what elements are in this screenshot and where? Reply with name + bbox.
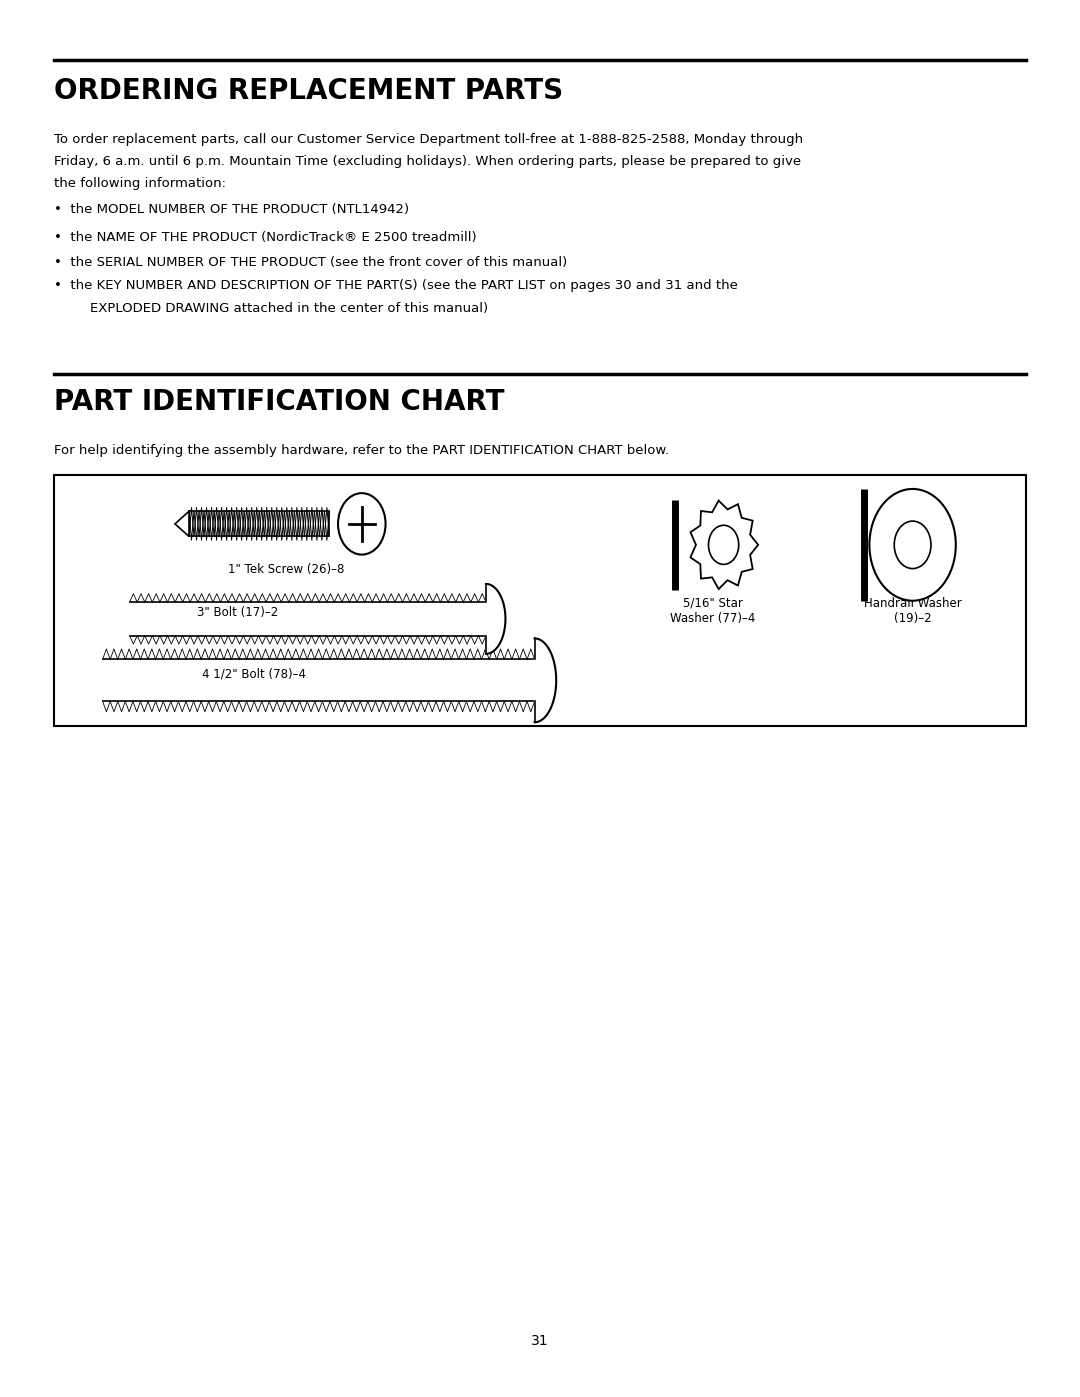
Text: •  the MODEL NUMBER OF THE PRODUCT (NTL14942): • the MODEL NUMBER OF THE PRODUCT (NTL14… [54,203,409,215]
Text: •  the KEY NUMBER AND DESCRIPTION OF THE PART(S) (see the PART LIST on pages 30 : • the KEY NUMBER AND DESCRIPTION OF THE … [54,279,738,292]
Text: 31: 31 [531,1334,549,1348]
Text: To order replacement parts, call our Customer Service Department toll-free at 1-: To order replacement parts, call our Cus… [54,133,804,145]
Bar [130,602,486,636]
Bar [54,475,1026,726]
Circle shape [338,493,386,555]
Circle shape [708,525,739,564]
Text: 4 1/2" Bolt (78)–4: 4 1/2" Bolt (78)–4 [202,668,306,680]
Text: 3" Bolt (17)–2: 3" Bolt (17)–2 [197,606,279,619]
Text: EXPLODED DRAWING attached in the center of this manual): EXPLODED DRAWING attached in the center … [73,302,488,314]
Circle shape [894,521,931,569]
Text: the following information:: the following information: [54,177,226,190]
Text: 1" Tek Screw (26)–8: 1" Tek Screw (26)–8 [228,563,345,576]
Text: Handrail Washer
(19)–2: Handrail Washer (19)–2 [864,597,961,624]
Text: •  the NAME OF THE PRODUCT (NordicTrack® E 2500 treadmill): • the NAME OF THE PRODUCT (NordicTrack® … [54,231,476,243]
Text: Friday, 6 a.m. until 6 p.m. Mountain Time (excluding holidays). When ordering pa: Friday, 6 a.m. until 6 p.m. Mountain Tim… [54,155,801,168]
Polygon shape [690,500,758,590]
Bar [189,511,329,536]
Polygon shape [175,511,189,536]
Polygon shape [486,584,505,654]
Circle shape [869,489,956,601]
Bar [103,659,535,701]
Text: For help identifying the assembly hardware, refer to the PART IDENTIFICATION CHA: For help identifying the assembly hardwa… [54,444,670,457]
Text: ORDERING REPLACEMENT PARTS: ORDERING REPLACEMENT PARTS [54,77,563,105]
Polygon shape [535,638,556,722]
Text: •  the SERIAL NUMBER OF THE PRODUCT (see the front cover of this manual): • the SERIAL NUMBER OF THE PRODUCT (see … [54,256,567,268]
Text: PART IDENTIFICATION CHART: PART IDENTIFICATION CHART [54,388,504,416]
Text: 5/16" Star
Washer (77)–4: 5/16" Star Washer (77)–4 [670,597,756,624]
